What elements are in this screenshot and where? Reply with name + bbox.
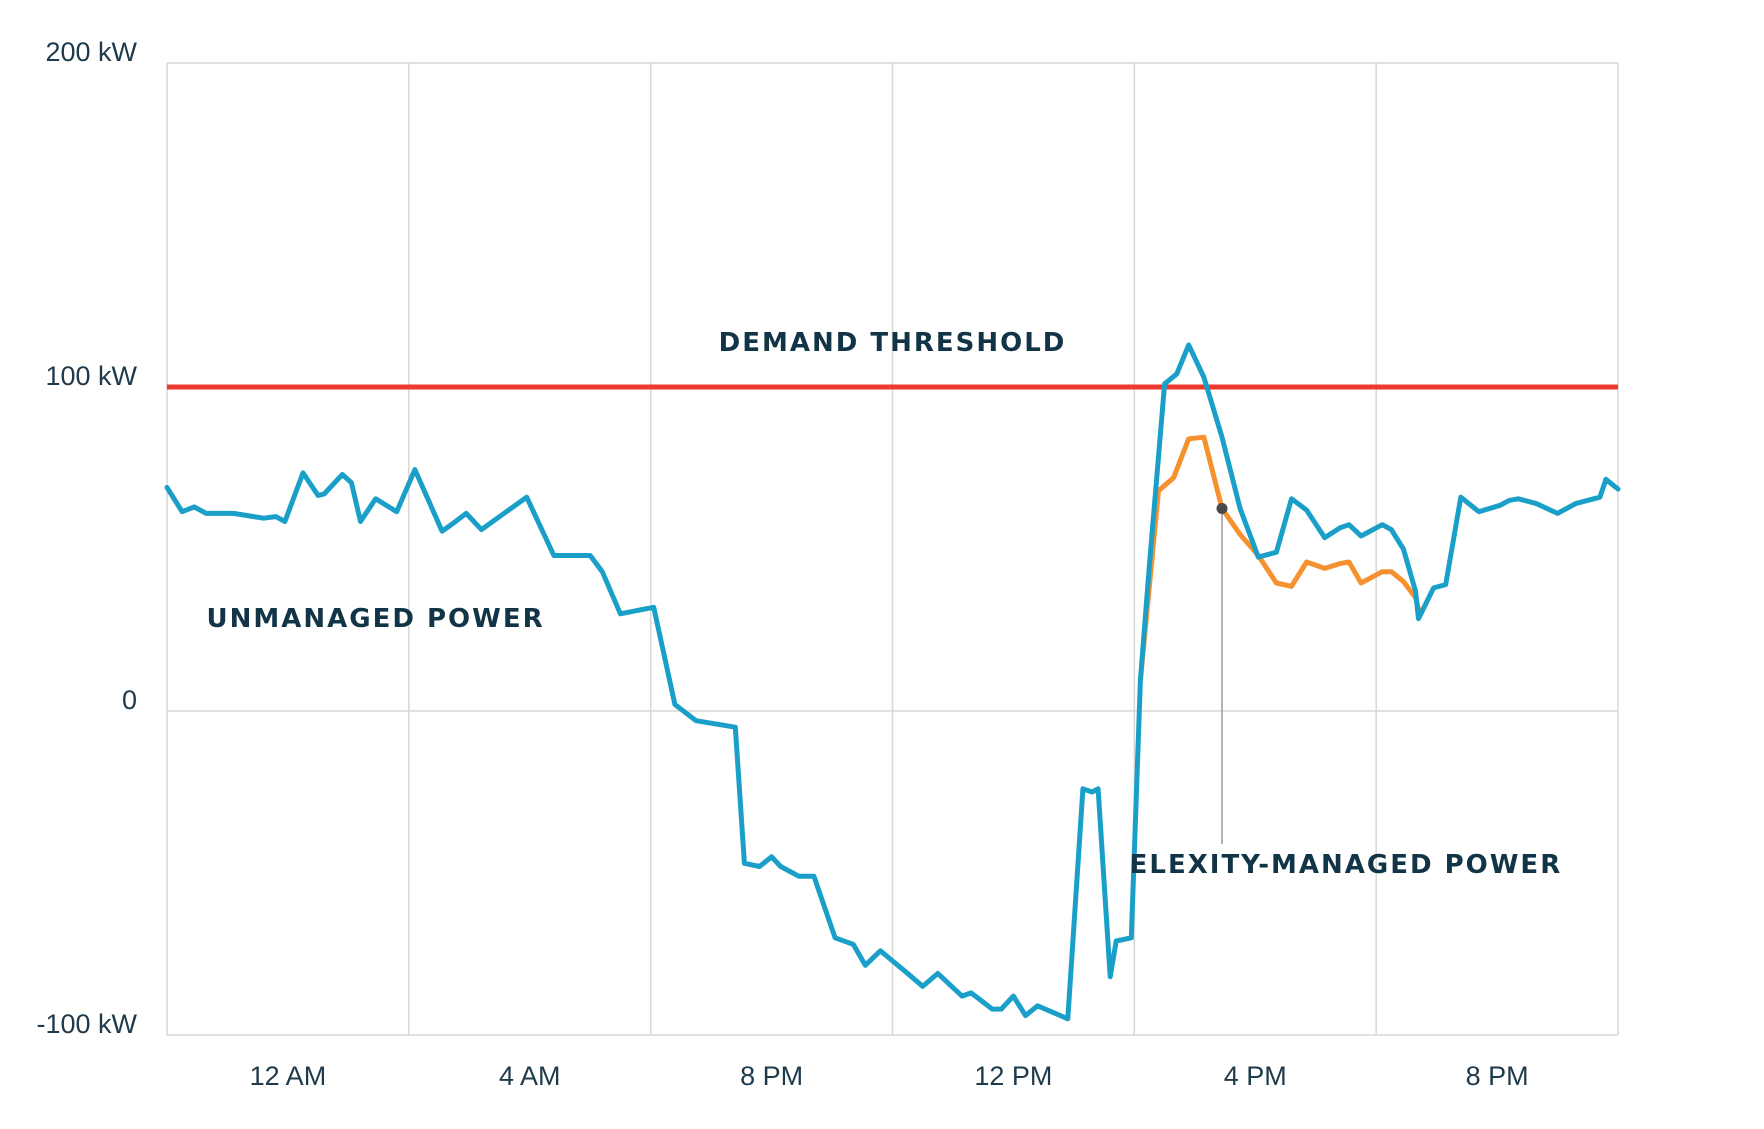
y-tick-label: -100 kW — [36, 1009, 137, 1039]
y-tick-label: 0 — [122, 685, 137, 715]
label-layer: 200 kW 100 kW 0 -100 kW 12 AM 4 AM 8 PM 12 PM 4 … — [36, 37, 1563, 1091]
x-tick-label: 12 PM — [974, 1061, 1052, 1091]
grid-layer — [166, 62, 1619, 1036]
unmanaged-power-line — [164, 342, 1621, 1022]
annotation-pointer-dot — [1216, 503, 1228, 514]
managed-power-line — [1137, 434, 1421, 683]
x-tick-label: 4 PM — [1224, 1061, 1287, 1091]
series-layer — [164, 342, 1621, 1022]
x-tick-label: 8 PM — [740, 1061, 803, 1091]
y-tick-label: 200 kW — [45, 37, 137, 67]
y-tick-label: 100 kW — [45, 361, 137, 391]
managed-power-label: ELEXITY-MANAGED POWER — [1130, 850, 1563, 880]
unmanaged-power-label: UNMANAGED POWER — [207, 604, 545, 634]
x-tick-label: 12 AM — [250, 1061, 327, 1091]
demand-threshold-label: DEMAND THRESHOLD — [719, 328, 1067, 358]
x-tick-label: 8 PM — [1466, 1061, 1529, 1091]
x-tick-label: 4 AM — [499, 1061, 561, 1091]
